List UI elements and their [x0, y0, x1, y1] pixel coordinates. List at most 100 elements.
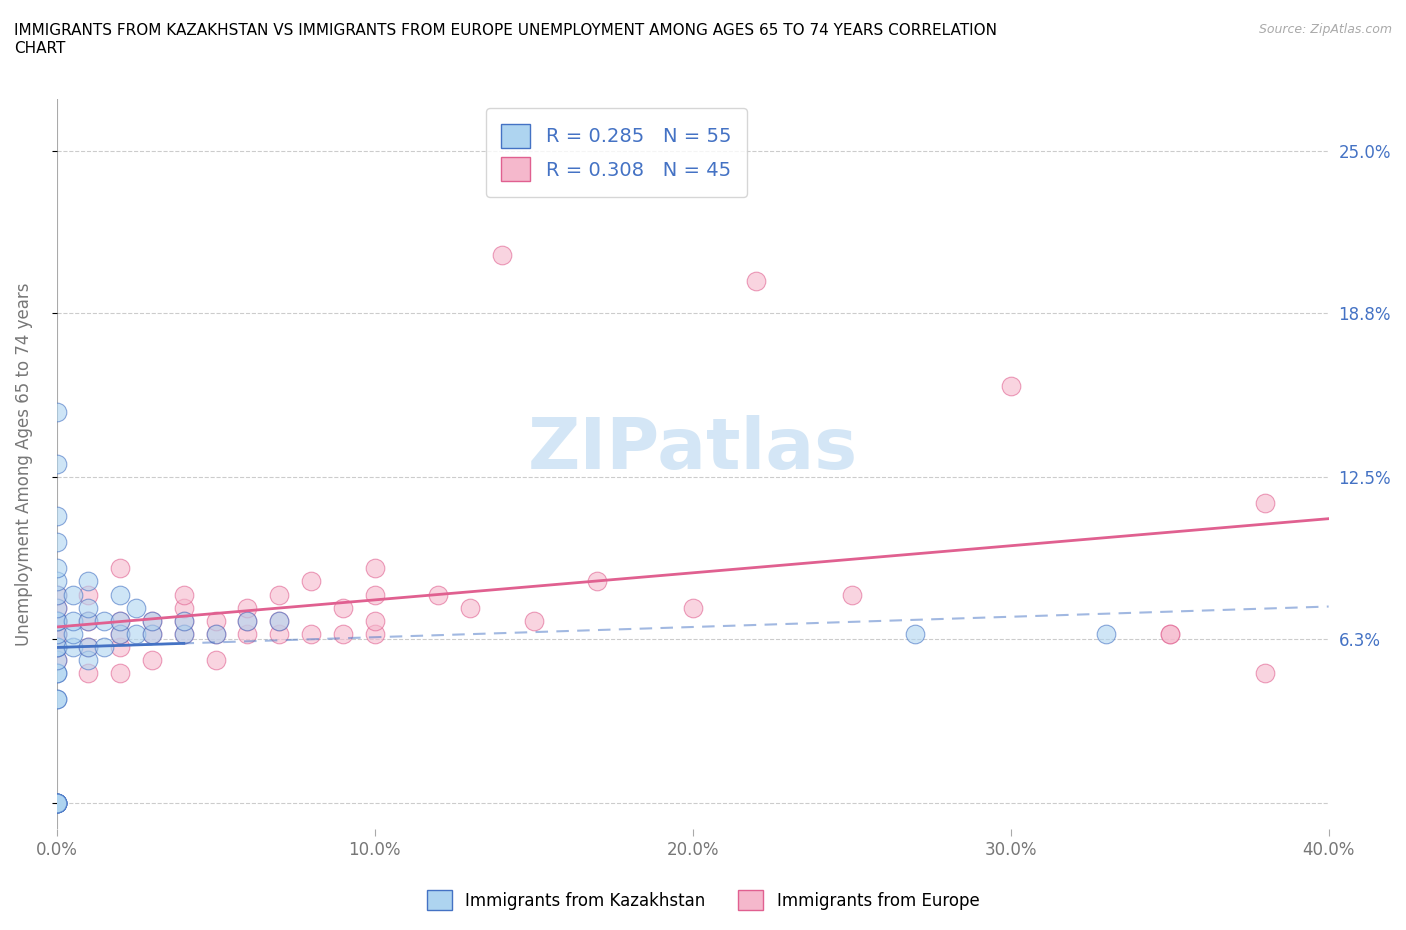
Point — [45, 796, 67, 811]
Point — [1095, 626, 1118, 641]
Point — [110, 613, 132, 628]
Point — [841, 587, 863, 602]
Point — [682, 600, 704, 615]
Point — [110, 561, 132, 576]
Point — [204, 652, 226, 667]
Point — [93, 639, 115, 654]
Point — [1254, 665, 1277, 680]
Point — [363, 561, 385, 576]
Point — [77, 574, 100, 589]
Point — [363, 587, 385, 602]
Legend: R = 0.285   N = 55, R = 0.308   N = 45: R = 0.285 N = 55, R = 0.308 N = 45 — [485, 109, 747, 197]
Point — [236, 626, 259, 641]
Point — [141, 626, 163, 641]
Point — [45, 796, 67, 811]
Point — [299, 574, 322, 589]
Point — [45, 613, 67, 628]
Point — [45, 796, 67, 811]
Point — [45, 692, 67, 707]
Point — [1254, 496, 1277, 511]
Point — [141, 652, 163, 667]
Point — [45, 861, 67, 876]
Point — [332, 626, 354, 641]
Point — [363, 613, 385, 628]
Text: Source: ZipAtlas.com: Source: ZipAtlas.com — [1258, 23, 1392, 36]
Point — [45, 613, 67, 628]
Point — [45, 796, 67, 811]
Point — [45, 796, 67, 811]
Point — [236, 600, 259, 615]
Point — [77, 613, 100, 628]
Point — [45, 639, 67, 654]
Point — [110, 587, 132, 602]
Text: IMMIGRANTS FROM KAZAKHSTAN VS IMMIGRANTS FROM EUROPE UNEMPLOYMENT AMONG AGES 65 : IMMIGRANTS FROM KAZAKHSTAN VS IMMIGRANTS… — [14, 23, 997, 56]
Point — [458, 600, 481, 615]
Point — [45, 535, 67, 550]
Point — [141, 626, 163, 641]
Point — [62, 626, 84, 641]
Point — [141, 613, 163, 628]
Point — [141, 613, 163, 628]
Point — [62, 613, 84, 628]
Point — [45, 665, 67, 680]
Point — [93, 613, 115, 628]
Point — [269, 613, 291, 628]
Point — [45, 861, 67, 876]
Point — [45, 692, 67, 707]
Point — [45, 600, 67, 615]
Point — [491, 247, 513, 262]
Point — [45, 613, 67, 628]
Point — [173, 587, 195, 602]
Point — [45, 405, 67, 419]
Point — [45, 639, 67, 654]
Point — [45, 796, 67, 811]
Point — [269, 587, 291, 602]
Point — [45, 652, 67, 667]
Point — [1159, 626, 1181, 641]
Point — [45, 561, 67, 576]
Point — [77, 639, 100, 654]
Point — [45, 848, 67, 863]
Point — [299, 626, 322, 641]
Point — [77, 600, 100, 615]
Point — [45, 587, 67, 602]
Point — [45, 639, 67, 654]
Point — [77, 587, 100, 602]
Point — [45, 796, 67, 811]
Point — [77, 613, 100, 628]
Point — [125, 600, 148, 615]
Point — [586, 574, 609, 589]
Point — [745, 274, 768, 289]
Point — [173, 626, 195, 641]
Point — [236, 613, 259, 628]
Point — [523, 613, 546, 628]
Point — [1159, 626, 1181, 641]
Point — [173, 626, 195, 641]
Point — [173, 600, 195, 615]
Point — [427, 587, 450, 602]
Point — [45, 613, 67, 628]
Point — [45, 665, 67, 680]
Y-axis label: Unemployment Among Ages 65 to 74 years: Unemployment Among Ages 65 to 74 years — [15, 283, 32, 645]
Point — [45, 652, 67, 667]
Point — [204, 613, 226, 628]
Point — [173, 613, 195, 628]
Point — [45, 848, 67, 863]
Point — [62, 587, 84, 602]
Point — [45, 509, 67, 524]
Point — [332, 600, 354, 615]
Point — [45, 457, 67, 472]
Text: ZIPatlas: ZIPatlas — [527, 415, 858, 484]
Point — [45, 626, 67, 641]
Point — [45, 587, 67, 602]
Point — [904, 626, 927, 641]
Point — [77, 665, 100, 680]
Point — [269, 613, 291, 628]
Point — [110, 613, 132, 628]
Point — [77, 639, 100, 654]
Point — [45, 626, 67, 641]
Point — [45, 796, 67, 811]
Point — [1000, 379, 1022, 393]
Point — [45, 574, 67, 589]
Point — [45, 600, 67, 615]
